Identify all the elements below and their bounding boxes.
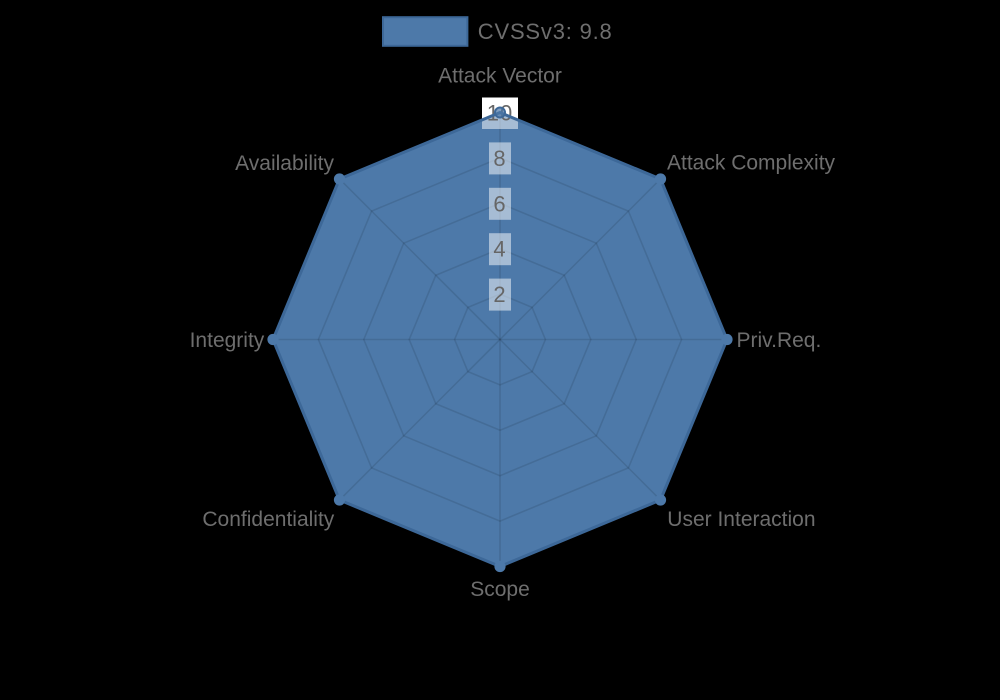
svg-text:Attack Vector: Attack Vector [438,64,562,87]
svg-text:Priv.Req.: Priv.Req. [737,329,822,352]
svg-text:CVSSv3: 9.8: CVSSv3: 9.8 [478,19,613,44]
svg-text:8: 8 [493,146,506,171]
svg-text:Attack Complexity: Attack Complexity [667,152,836,175]
svg-text:User Interaction: User Interaction [667,508,815,531]
svg-text:Confidentiality: Confidentiality [202,508,334,531]
svg-text:2: 2 [493,282,506,307]
svg-text:Availability: Availability [235,152,334,175]
svg-text:Scope: Scope [470,578,530,601]
svg-text:Integrity: Integrity [190,329,265,352]
svg-text:6: 6 [493,191,506,216]
svg-text:4: 4 [493,237,506,262]
